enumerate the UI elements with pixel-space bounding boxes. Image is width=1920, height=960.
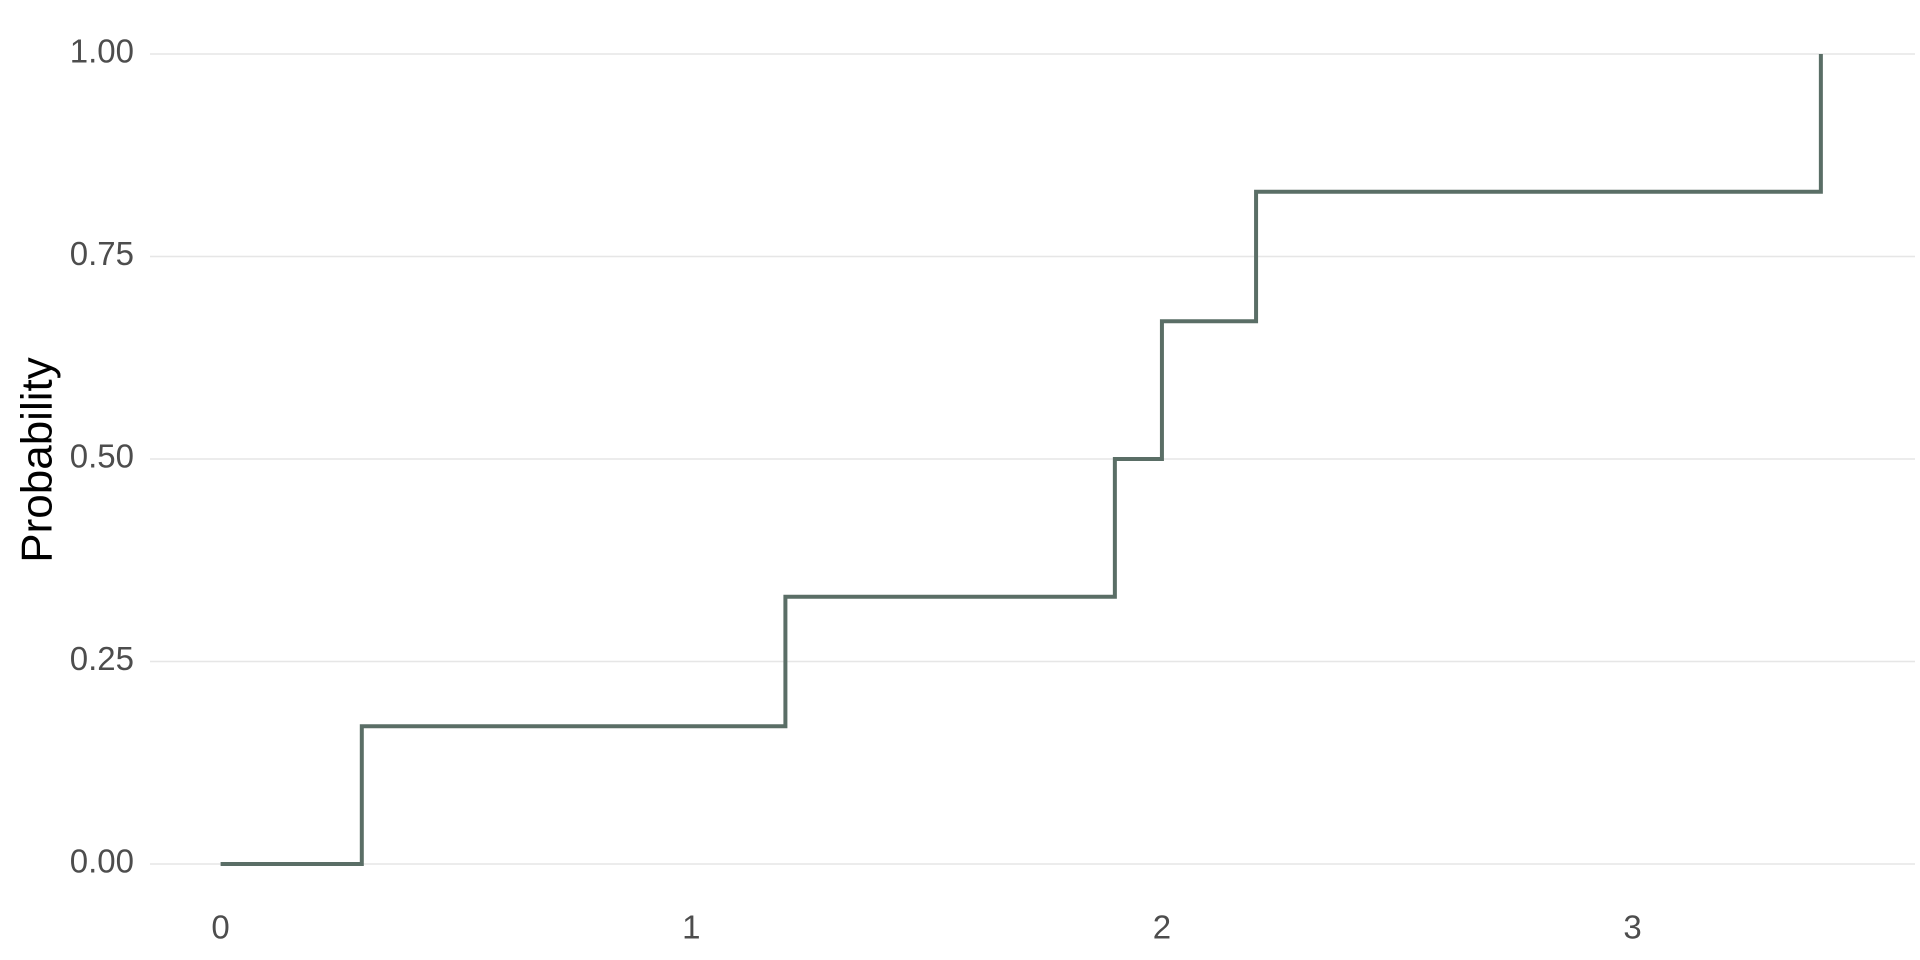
x-tick-label: 3 (1623, 909, 1641, 946)
y-tick-label: 0.75 (70, 235, 134, 272)
y-axis-tick-labels: 0.00 0.25 0.50 0.75 1.00 (70, 33, 134, 880)
y-tick-label: 0.00 (70, 843, 134, 880)
y-tick-label: 0.50 (70, 438, 134, 475)
y-tick-label: 1.00 (70, 33, 134, 70)
x-tick-label: 1 (682, 909, 700, 946)
y-tick-label: 0.25 (70, 640, 134, 677)
gridlines (150, 53, 1915, 865)
x-axis-tick-labels: 0 1 2 3 (211, 909, 1641, 946)
x-tick-label: 2 (1153, 909, 1171, 946)
series-layer (220, 54, 1823, 866)
y-axis-title: Probability (13, 357, 62, 562)
ecdf-step-line (220, 54, 1823, 866)
x-tick-label: 0 (211, 909, 229, 946)
